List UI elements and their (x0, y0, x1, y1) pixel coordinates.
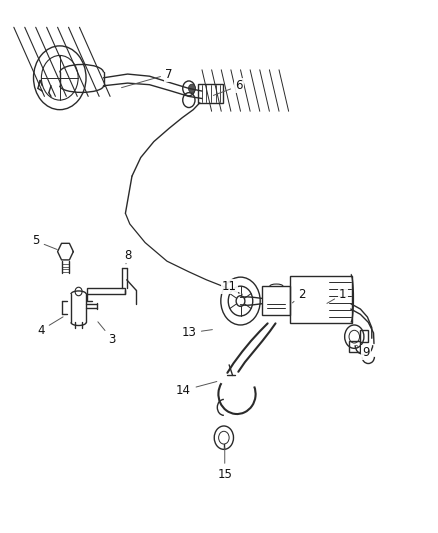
Bar (198, 84, 222, 103)
Text: 4: 4 (37, 317, 63, 337)
Text: 7: 7 (121, 68, 173, 87)
Text: 2: 2 (292, 288, 305, 303)
Bar (261, 286, 290, 316)
Bar (87, 288, 124, 294)
Text: 1: 1 (326, 288, 346, 303)
Text: 3: 3 (98, 322, 116, 346)
Bar (348, 341, 359, 352)
Text: 6: 6 (213, 79, 242, 95)
Text: 8: 8 (124, 249, 131, 264)
Text: 11: 11 (221, 280, 242, 294)
Text: 13: 13 (181, 326, 212, 340)
Text: 9: 9 (356, 345, 369, 359)
Bar (360, 330, 367, 342)
Bar (290, 276, 351, 324)
Circle shape (188, 84, 195, 93)
Text: 14: 14 (176, 382, 216, 397)
Text: 5: 5 (32, 235, 57, 249)
Text: 15: 15 (217, 447, 232, 481)
